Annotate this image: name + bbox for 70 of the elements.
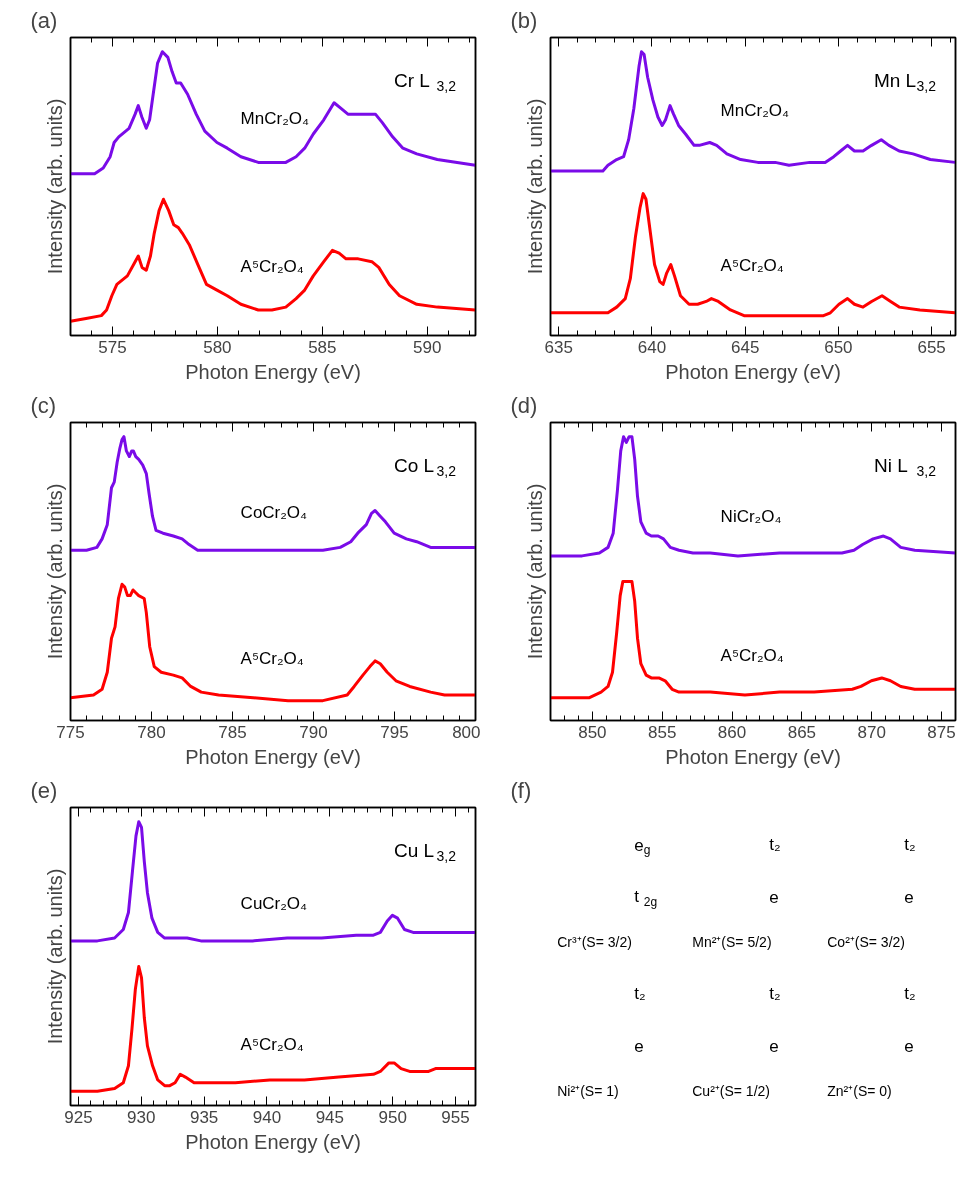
- chart-title: (d): [510, 392, 538, 418]
- x-tick-label: 940: [252, 1107, 282, 1127]
- y-axis-title: Intensity (arb. units): [43, 868, 66, 1045]
- chart-title: (a): [30, 7, 58, 33]
- x-tick-label: 645: [730, 337, 760, 357]
- x-tick-label: 855: [648, 722, 677, 742]
- chart-title: (b): [510, 7, 538, 33]
- series-label: CoCr₂O₄: [240, 502, 308, 522]
- x-tick-label: 795: [380, 722, 409, 742]
- series-label: MnCr₂O₄: [720, 101, 789, 121]
- x-axis-title: Photon Energy (eV): [185, 745, 361, 768]
- text: t₂: [769, 835, 781, 855]
- text: Mn²⁺(S= 5/2): [692, 933, 772, 950]
- y-axis-title: Intensity (arb. units): [43, 483, 66, 660]
- series-label: NiCr₂O₄: [720, 506, 782, 526]
- x-tick-label: 580: [203, 337, 232, 357]
- text: e: [634, 1036, 644, 1056]
- series-label: A⁵Cr₂O₄: [720, 645, 784, 665]
- x-axis-title: Photon Energy (eV): [185, 360, 361, 383]
- text: t₂: [634, 984, 646, 1004]
- text: e: [904, 887, 914, 907]
- x-tick-label: 955: [441, 1107, 470, 1127]
- x-tick-label: 935: [189, 1107, 219, 1127]
- text: e: [904, 1036, 914, 1056]
- x-tick-label: 635: [544, 337, 573, 357]
- x-tick-label: 925: [64, 1107, 93, 1127]
- x-tick-label: 870: [857, 722, 886, 742]
- y-axis-title: Intensity (arb. units): [43, 98, 66, 275]
- x-tick-label: 930: [127, 1107, 156, 1127]
- x-tick-label: 775: [56, 722, 85, 742]
- text: Ni²⁺(S= 1): [557, 1082, 619, 1099]
- text: (f): [510, 777, 532, 803]
- x-tick-label: 865: [787, 722, 817, 742]
- x-tick-label: 575: [98, 337, 127, 357]
- text: Cu²⁺(S= 1/2): [692, 1082, 770, 1099]
- x-axis-title: Photon Energy (eV): [665, 745, 841, 768]
- x-axis-title: Photon Energy (eV): [185, 1130, 361, 1153]
- text: e: [769, 887, 779, 907]
- series-label: MnCr₂O₄: [240, 109, 309, 129]
- series-label: A⁵Cr₂O₄: [240, 649, 304, 669]
- x-tick-label: 790: [299, 722, 328, 742]
- series-label: A⁵Cr₂O₄: [720, 255, 784, 275]
- chart-title: (c): [30, 392, 57, 418]
- x-tick-label: 860: [717, 722, 747, 742]
- y-axis-title: Intensity (arb. units): [523, 98, 546, 275]
- x-tick-label: 950: [378, 1107, 407, 1127]
- x-tick-label: 640: [637, 337, 667, 357]
- x-tick-label: 650: [824, 337, 853, 357]
- text: t₂: [904, 835, 916, 855]
- text: Co²⁺(S= 3/2): [827, 933, 905, 950]
- series-label: A⁵Cr₂O₄: [240, 1034, 304, 1054]
- series-label: A⁵Cr₂O₄: [240, 256, 304, 276]
- x-tick-label: 585: [308, 337, 337, 357]
- text: Zn²⁺(S= 0): [827, 1082, 892, 1099]
- text: t₂: [769, 984, 781, 1004]
- text: e: [769, 1036, 779, 1056]
- x-tick-label: 780: [137, 722, 166, 742]
- x-tick-label: 945: [315, 1107, 345, 1127]
- x-tick-label: 785: [218, 722, 247, 742]
- x-tick-label: 875: [927, 722, 956, 742]
- y-axis-title: Intensity (arb. units): [523, 483, 546, 660]
- x-tick-label: 590: [413, 337, 442, 357]
- x-tick-label: 655: [917, 337, 946, 357]
- x-tick-label: 850: [578, 722, 607, 742]
- text: Cr³⁺(S= 3/2): [557, 933, 632, 950]
- x-tick-label: 800: [452, 722, 481, 742]
- x-axis-title: Photon Energy (eV): [665, 360, 841, 383]
- chart-title: (e): [30, 777, 58, 803]
- text: t₂: [904, 984, 916, 1004]
- series-label: CuCr₂O₄: [240, 893, 308, 913]
